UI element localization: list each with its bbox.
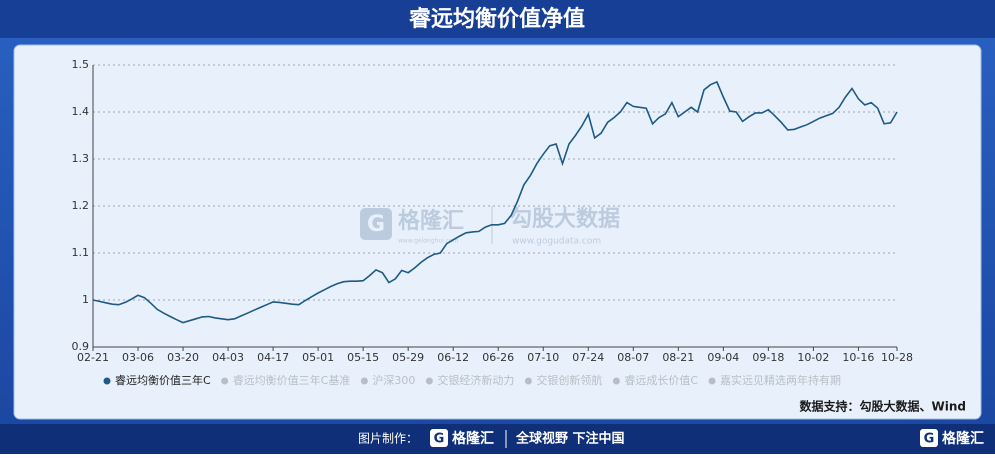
x-tick-label: 04-03 — [212, 351, 244, 364]
x-tick-label: 09-04 — [707, 351, 739, 364]
corner-logo-letter: G — [924, 432, 935, 447]
footer-bar — [0, 424, 995, 454]
x-tick-label: 10-02 — [797, 351, 829, 364]
x-tick-label: 08-21 — [662, 351, 694, 364]
y-tick-label: 1.4 — [72, 105, 90, 118]
corner-logo — [920, 429, 938, 447]
legend-marker — [524, 377, 532, 385]
y-tick-label: 1.3 — [72, 152, 90, 165]
legend-label: 嘉实远见精选两年持有期 — [720, 373, 841, 387]
panel — [13, 44, 982, 420]
watermark-data-brand: 勾股大数据 — [510, 206, 620, 232]
watermark-logo — [360, 208, 392, 240]
y-tick-label: 1.5 — [72, 58, 90, 71]
legend-label: 睿远均衡价值三年C — [115, 373, 211, 387]
x-tick-label: 07-24 — [572, 351, 604, 364]
footer-brand: 格隆汇 — [452, 430, 494, 447]
x-tick-label: 10-16 — [842, 351, 874, 364]
x-tick-label: 03-20 — [167, 351, 199, 364]
chart-title: 睿远均衡价值净值 — [409, 6, 585, 32]
x-tick-label: 06-12 — [437, 351, 469, 364]
footer-logo-letter: G — [434, 432, 445, 447]
footer-logo — [430, 429, 448, 447]
watermark-brand-url: www.gelonghui.com — [398, 238, 459, 245]
y-tick-label: 1.2 — [72, 199, 90, 212]
legend-marker — [612, 377, 620, 385]
legend-marker — [221, 377, 229, 385]
x-tick-label: 03-06 — [122, 351, 154, 364]
legend-marker — [425, 377, 433, 385]
title-bar — [0, 0, 995, 38]
watermark: G 格隆汇 www.gelonghui.com 勾股大数据 www.goguda… — [360, 206, 620, 247]
y-tick-label: 1 — [82, 293, 89, 306]
y-tick-label: 1.1 — [72, 246, 90, 259]
watermark-data-url: www.gogudata.com — [512, 237, 601, 247]
legend-label: 睿远均衡价值三年C基准 — [233, 373, 351, 387]
x-tick-label: 02-21 — [77, 351, 109, 364]
x-tick-label: 04-17 — [257, 351, 289, 364]
line-series — [92, 80, 898, 324]
x-tick-label: 05-01 — [302, 351, 334, 364]
legend-marker — [103, 377, 111, 385]
legend-label: 交银创新领航 — [536, 373, 602, 387]
legend-marker — [708, 377, 716, 385]
watermark-logo-letter: G — [367, 212, 385, 237]
legend-label: 沪深300 — [372, 373, 415, 387]
footer-made-by: 图片制作： — [358, 432, 418, 446]
watermark-brand: 格隆汇 — [398, 208, 464, 234]
x-tick-label: 10-28 — [881, 351, 913, 364]
legend-marker — [360, 377, 368, 385]
source: 数据支持：勾股大数据、Wind — [800, 399, 966, 414]
x-tick-label: 05-15 — [347, 351, 379, 364]
x-tick-label: 08-07 — [617, 351, 649, 364]
y-tick-label: 0.9 — [72, 340, 90, 353]
corner-brand: 格隆汇 — [942, 430, 984, 447]
legend-label: 睿远成长价值C — [624, 373, 698, 387]
legend-label: 交银经济新动力 — [437, 373, 514, 387]
footer-slogan: 全球视野 下注中国 — [515, 431, 625, 447]
x-tick-label: 09-18 — [752, 351, 784, 364]
x-tick-label: 06-26 — [482, 351, 514, 364]
x-tick-label: 05-29 — [392, 351, 424, 364]
x-tick-label: 07-10 — [527, 351, 559, 364]
